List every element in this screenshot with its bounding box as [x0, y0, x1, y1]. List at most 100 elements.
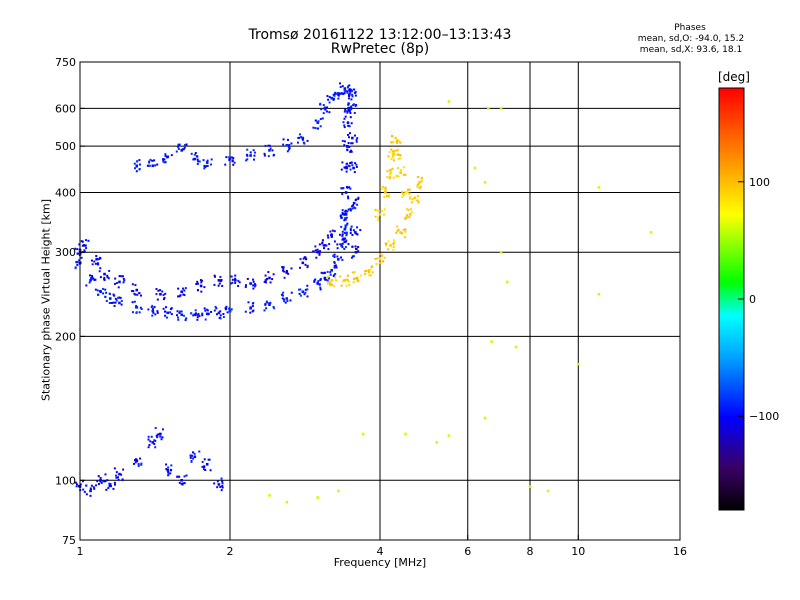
data-point-scatter	[383, 208, 386, 211]
data-point-scatter	[327, 277, 330, 280]
data-point-scatter	[401, 192, 404, 195]
data-point-scatter	[228, 310, 231, 313]
data-point-scatter	[118, 275, 121, 278]
data-point-scatter	[135, 311, 138, 314]
data-point-scatter	[408, 197, 411, 200]
data-point-scatter	[138, 159, 141, 162]
data-point-scatter	[328, 281, 331, 284]
data-point-scatter	[318, 243, 321, 246]
data-point-scatter	[104, 295, 107, 298]
data-point-scatter	[169, 311, 172, 314]
data-point-scatter	[122, 468, 125, 471]
data-point-scatter	[350, 256, 353, 259]
data-point	[316, 250, 320, 254]
data-point-scatter	[353, 271, 356, 274]
data-point	[346, 121, 350, 124]
data-point-scatter	[418, 187, 421, 190]
data-point-scatter	[382, 213, 385, 216]
x-tick-label: 6	[464, 545, 471, 558]
data-point-scatter	[343, 92, 346, 95]
data-point-scatter	[348, 84, 351, 87]
data-point-scatter	[196, 158, 199, 161]
data-point	[118, 280, 121, 284]
data-point-scatter	[326, 270, 329, 273]
data-point-scatter	[80, 256, 83, 259]
data-point-scatter	[220, 279, 223, 282]
data-point-scatter	[213, 275, 216, 278]
data-point-scatter	[354, 247, 357, 250]
data-point-scatter	[91, 276, 94, 279]
data-point-scatter	[347, 164, 350, 167]
data-point-scatter	[283, 300, 286, 303]
data-point-scatter	[74, 267, 77, 270]
data-point-scatter	[221, 480, 224, 483]
data-point-scatter	[392, 156, 395, 159]
x-tick-label: 8	[527, 545, 534, 558]
data-point-scatter	[344, 108, 347, 111]
data-point-scatter	[107, 487, 110, 490]
data-point-scatter	[348, 165, 351, 168]
data-point	[151, 441, 155, 444]
data-point-scatter	[329, 230, 332, 233]
data-point-scatter	[392, 239, 395, 242]
data-point-scatter	[190, 454, 193, 457]
data-point-scatter	[161, 290, 164, 293]
data-point-scatter	[388, 169, 391, 172]
data-point-scatter	[347, 142, 350, 145]
data-point-scatter	[326, 276, 329, 279]
data-point-scatter	[135, 304, 138, 307]
data-point-scatter	[120, 275, 123, 278]
data-point-scatter	[234, 277, 237, 280]
data-point-scatter	[392, 151, 395, 154]
data-point	[505, 280, 509, 284]
data-point-scatter	[329, 273, 332, 276]
data-point-scatter	[322, 112, 325, 115]
data-point-scatter	[349, 229, 352, 232]
data-point-scatter	[152, 307, 155, 310]
data-point-scatter	[83, 249, 86, 252]
data-point-scatter	[386, 176, 389, 179]
data-point-scatter	[351, 271, 354, 274]
data-point-scatter	[112, 301, 115, 304]
data-point-scatter	[345, 165, 348, 168]
data-point	[576, 362, 580, 366]
data-point-scatter	[74, 481, 77, 484]
data-point-scatter	[203, 307, 206, 310]
data-point-scatter	[220, 489, 223, 492]
data-point-scatter	[203, 466, 206, 469]
data-point-scatter	[91, 263, 94, 266]
data-point-scatter	[406, 216, 409, 219]
data-point-scatter	[315, 256, 318, 259]
data-point-scatter	[343, 166, 346, 169]
data-point-scatter	[396, 225, 399, 228]
data-point-scatter	[357, 197, 360, 200]
data-point-scatter	[406, 188, 409, 191]
data-point-scatter	[269, 301, 272, 304]
data-point-scatter	[406, 214, 409, 217]
data-point-scatter	[399, 141, 402, 144]
data-point	[344, 191, 348, 194]
data-point-scatter	[204, 318, 207, 321]
data-point-scatter	[392, 242, 395, 245]
data-point-scatter	[347, 243, 350, 246]
data-point	[389, 244, 392, 247]
data-point-scatter	[89, 489, 92, 492]
data-point-scatter	[190, 312, 193, 315]
data-point-scatter	[156, 163, 159, 166]
data-point-scatter	[153, 439, 156, 442]
data-point	[268, 149, 271, 152]
data-point-scatter	[219, 317, 222, 320]
data-point-scatter	[347, 136, 350, 139]
data-point-scatter	[348, 284, 351, 287]
data-point-scatter	[253, 285, 256, 288]
data-point-scatter	[138, 311, 141, 314]
data-point	[352, 166, 355, 170]
data-point-scatter	[404, 173, 407, 176]
data-point-scatter	[346, 91, 349, 94]
data-point	[349, 107, 353, 110]
data-point-scatter	[390, 148, 393, 151]
data-point	[199, 284, 203, 288]
data-point-scatter	[346, 279, 349, 282]
data-point-scatter	[306, 295, 309, 298]
